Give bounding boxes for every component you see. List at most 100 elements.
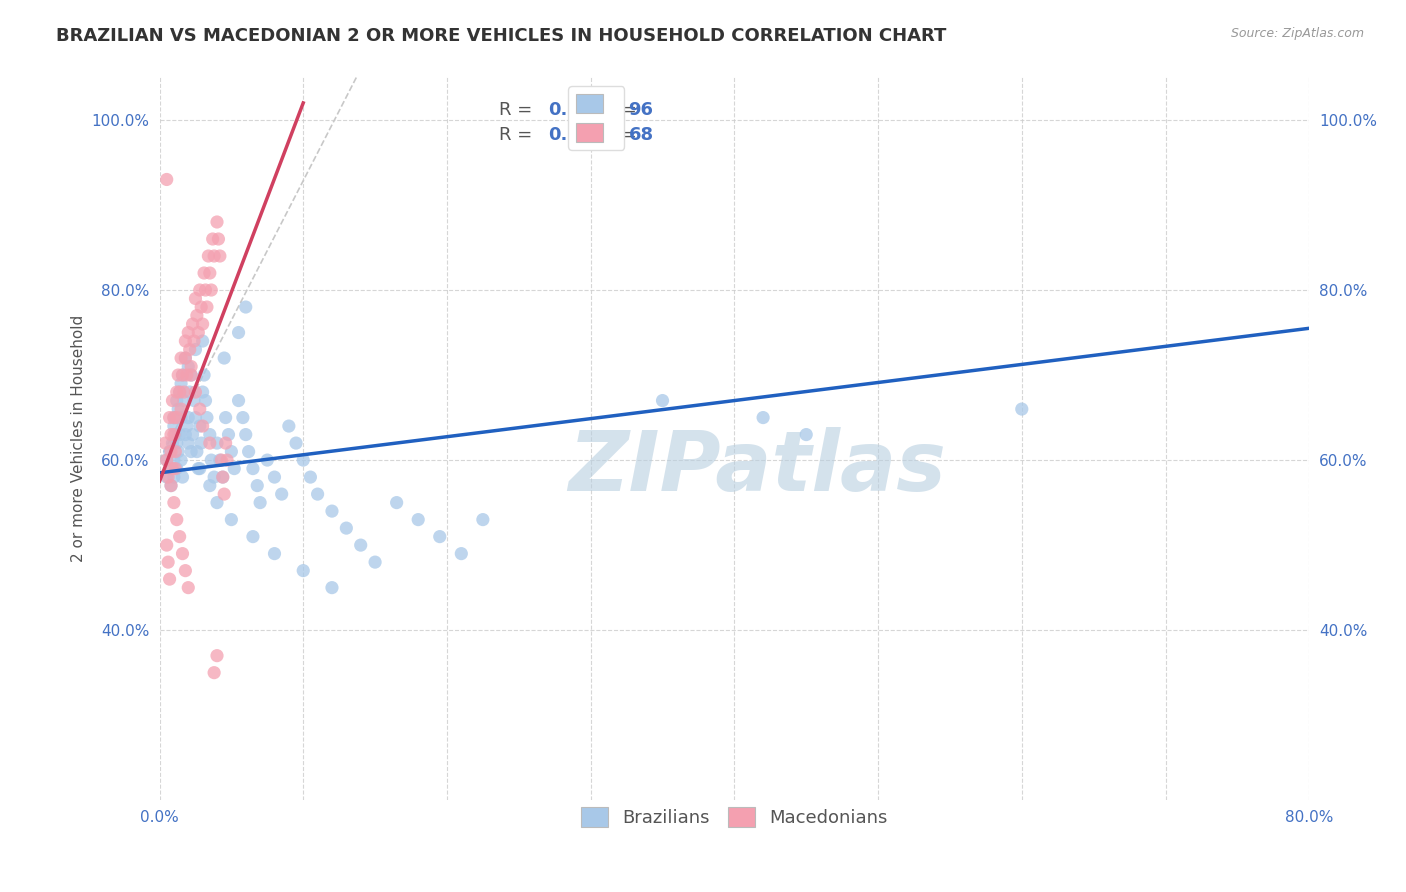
Point xyxy=(364,555,387,569)
Point xyxy=(166,410,188,425)
Point xyxy=(177,436,200,450)
Point xyxy=(157,555,180,569)
Point xyxy=(450,547,472,561)
Point xyxy=(228,326,250,340)
Point xyxy=(170,453,193,467)
Text: N =: N = xyxy=(591,101,643,119)
Point xyxy=(156,453,179,467)
Point xyxy=(249,495,271,509)
Point xyxy=(183,334,205,348)
Point xyxy=(166,436,188,450)
Point xyxy=(165,444,187,458)
Point xyxy=(162,461,184,475)
Point xyxy=(209,453,232,467)
Point xyxy=(174,351,197,365)
Point xyxy=(176,419,198,434)
Point xyxy=(163,470,186,484)
Point xyxy=(270,487,292,501)
Point xyxy=(193,368,215,382)
Point xyxy=(179,385,201,400)
Point xyxy=(299,470,322,484)
Point xyxy=(198,266,221,280)
Point xyxy=(156,538,179,552)
Point xyxy=(160,478,183,492)
Point xyxy=(263,470,285,484)
Point xyxy=(172,368,194,382)
Point xyxy=(162,393,184,408)
Point xyxy=(155,436,177,450)
Point xyxy=(197,249,219,263)
Point xyxy=(177,326,200,340)
Point xyxy=(187,326,209,340)
Point xyxy=(180,368,202,382)
Point xyxy=(169,427,191,442)
Point xyxy=(235,427,257,442)
Point xyxy=(159,444,181,458)
Point xyxy=(165,410,187,425)
Point xyxy=(156,470,179,484)
Point xyxy=(165,461,187,475)
Point xyxy=(166,393,188,408)
Point xyxy=(174,427,197,442)
Text: ZIPatlas: ZIPatlas xyxy=(568,427,946,508)
Point xyxy=(172,368,194,382)
Point xyxy=(202,665,225,680)
Point xyxy=(167,368,190,382)
Point xyxy=(232,410,254,425)
Point xyxy=(170,351,193,365)
Point xyxy=(211,470,233,484)
Point xyxy=(173,393,195,408)
Point xyxy=(471,513,494,527)
Point xyxy=(321,504,343,518)
Point xyxy=(246,478,269,492)
Point xyxy=(172,547,194,561)
Point xyxy=(174,564,197,578)
Y-axis label: 2 or more Vehicles in Household: 2 or more Vehicles in Household xyxy=(72,315,86,563)
Point xyxy=(181,427,204,442)
Point xyxy=(307,487,329,501)
Point xyxy=(184,410,207,425)
Legend: Brazilians, Macedonians: Brazilians, Macedonians xyxy=(574,800,896,835)
Point xyxy=(170,376,193,391)
Point xyxy=(186,444,208,458)
Point xyxy=(242,530,264,544)
Point xyxy=(184,385,207,400)
Point xyxy=(170,402,193,417)
Text: 96: 96 xyxy=(628,101,654,119)
Point xyxy=(212,487,235,501)
Point xyxy=(205,436,228,450)
Point xyxy=(191,334,214,348)
Point xyxy=(207,232,229,246)
Point xyxy=(163,427,186,442)
Point xyxy=(191,419,214,434)
Point xyxy=(200,283,222,297)
Point xyxy=(177,359,200,374)
Point xyxy=(242,461,264,475)
Point xyxy=(188,402,211,417)
Point xyxy=(292,564,315,578)
Point xyxy=(208,249,231,263)
Point xyxy=(156,172,179,186)
Point xyxy=(159,410,181,425)
Point xyxy=(191,317,214,331)
Point xyxy=(173,385,195,400)
Point xyxy=(190,436,212,450)
Point xyxy=(194,393,217,408)
Point xyxy=(157,470,180,484)
Point xyxy=(321,581,343,595)
Point xyxy=(172,470,194,484)
Text: BRAZILIAN VS MACEDONIAN 2 OR MORE VEHICLES IN HOUSEHOLD CORRELATION CHART: BRAZILIAN VS MACEDONIAN 2 OR MORE VEHICL… xyxy=(56,27,946,45)
Point xyxy=(160,461,183,475)
Point xyxy=(208,453,231,467)
Point xyxy=(385,495,408,509)
Point xyxy=(191,385,214,400)
Point xyxy=(218,427,240,442)
Point xyxy=(169,530,191,544)
Point xyxy=(215,453,238,467)
Point xyxy=(190,300,212,314)
Point xyxy=(163,410,186,425)
Text: R =: R = xyxy=(499,127,544,145)
Point xyxy=(188,419,211,434)
Point xyxy=(159,572,181,586)
Point xyxy=(429,530,451,544)
